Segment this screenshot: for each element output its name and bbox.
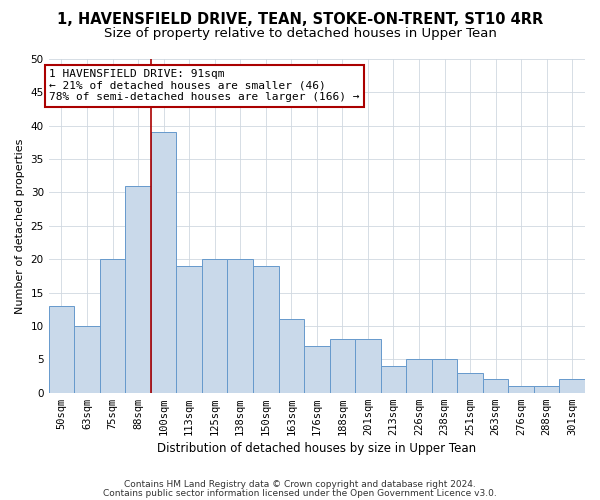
Bar <box>406 360 432 392</box>
Bar <box>457 372 483 392</box>
Text: Contains HM Land Registry data © Crown copyright and database right 2024.: Contains HM Land Registry data © Crown c… <box>124 480 476 489</box>
Text: Contains public sector information licensed under the Open Government Licence v3: Contains public sector information licen… <box>103 489 497 498</box>
Bar <box>202 259 227 392</box>
Bar <box>151 132 176 392</box>
Text: 1, HAVENSFIELD DRIVE, TEAN, STOKE-ON-TRENT, ST10 4RR: 1, HAVENSFIELD DRIVE, TEAN, STOKE-ON-TRE… <box>57 12 543 28</box>
Bar <box>253 266 278 392</box>
Bar <box>355 340 380 392</box>
Bar <box>125 186 151 392</box>
Bar <box>100 259 125 392</box>
Bar <box>380 366 406 392</box>
Bar <box>176 266 202 392</box>
Bar <box>432 360 457 392</box>
Bar <box>74 326 100 392</box>
Bar <box>559 380 585 392</box>
Y-axis label: Number of detached properties: Number of detached properties <box>15 138 25 314</box>
Bar <box>508 386 534 392</box>
Bar <box>304 346 329 393</box>
Text: Size of property relative to detached houses in Upper Tean: Size of property relative to detached ho… <box>104 28 496 40</box>
Bar <box>329 340 355 392</box>
Bar <box>227 259 253 392</box>
Bar <box>534 386 559 392</box>
X-axis label: Distribution of detached houses by size in Upper Tean: Distribution of detached houses by size … <box>157 442 476 455</box>
Bar <box>278 320 304 392</box>
Bar <box>49 306 74 392</box>
Text: 1 HAVENSFIELD DRIVE: 91sqm
← 21% of detached houses are smaller (46)
78% of semi: 1 HAVENSFIELD DRIVE: 91sqm ← 21% of deta… <box>49 69 359 102</box>
Bar <box>483 380 508 392</box>
